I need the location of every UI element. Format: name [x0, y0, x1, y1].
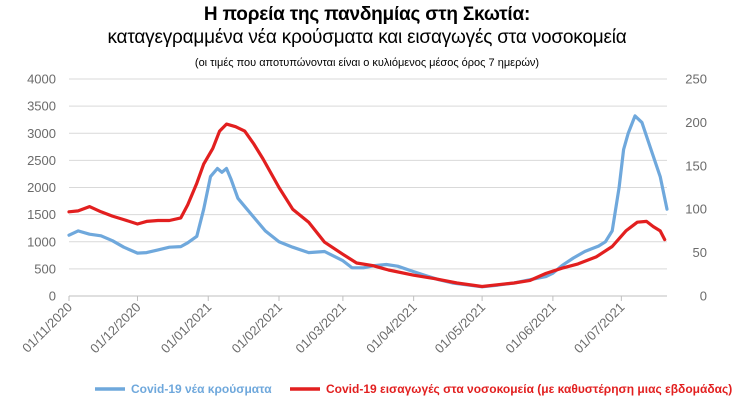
y-left-tick-label: 1500 — [27, 207, 56, 222]
y-right-tick-label: 200 — [685, 115, 707, 130]
y-left-tick-label: 0 — [49, 289, 56, 304]
y-axis-right: 0 50 100 150 200 250 — [685, 72, 707, 304]
chart-subtitle: καταγεγραμμένα νέα κρούσματα και εισαγωγ… — [107, 27, 627, 48]
chart-title: Η πορεία της πανδημίας στη Σκωτία: — [203, 4, 531, 25]
legend-label: Covid-19 εισαγωγές στα νοσοκομεία (με κα… — [326, 382, 732, 396]
y-left-tick-label: 3000 — [27, 126, 56, 141]
series-lines — [67, 114, 669, 289]
legend: Covid-19 νέα κρούσματα Covid-19 εισαγωγές… — [95, 382, 732, 396]
y-left-tick-label: 2000 — [27, 180, 56, 195]
x-axis: 01/11/2020 01/12/2020 01/01/2021 01/02/2021… — [19, 295, 667, 357]
series-line-cases — [67, 114, 669, 289]
y-left-tick-label: 4000 — [27, 72, 56, 87]
y-right-tick-label: 250 — [685, 72, 707, 87]
chart-note: (οι τιμές που αποτυπώνονται είναι ο κυλι… — [194, 57, 540, 69]
x-tick-label: 01/02/2021 — [228, 300, 285, 357]
legend-label: Covid-19 νέα κρούσματα — [131, 382, 272, 396]
series-line-hospital — [67, 122, 667, 289]
y-right-tick-label: 100 — [685, 202, 707, 217]
x-tick-label: 01/03/2021 — [292, 300, 349, 357]
x-tick-label: 01/01/2021 — [158, 300, 215, 357]
x-tick-label: 01/06/2021 — [502, 300, 559, 357]
y-left-tick-label: 2500 — [27, 153, 56, 168]
y-axis-left: 0 500 1000 1500 2000 2500 3000 3500 4000 — [27, 72, 56, 304]
x-tick-label: 01/04/2021 — [363, 300, 420, 357]
x-tick-label: 01/12/2020 — [87, 300, 144, 357]
x-tick-label: 01/07/2021 — [571, 300, 628, 357]
y-left-tick-label: 3500 — [27, 99, 56, 114]
x-tick-label: 01/05/2021 — [432, 300, 489, 357]
y-right-tick-label: 0 — [700, 289, 707, 304]
y-right-tick-label: 150 — [685, 158, 707, 173]
y-left-tick-label: 1000 — [27, 234, 56, 249]
y-left-tick-label: 500 — [34, 261, 56, 276]
y-right-tick-label: 50 — [693, 245, 707, 260]
x-tick-label: 01/11/2020 — [19, 300, 75, 356]
